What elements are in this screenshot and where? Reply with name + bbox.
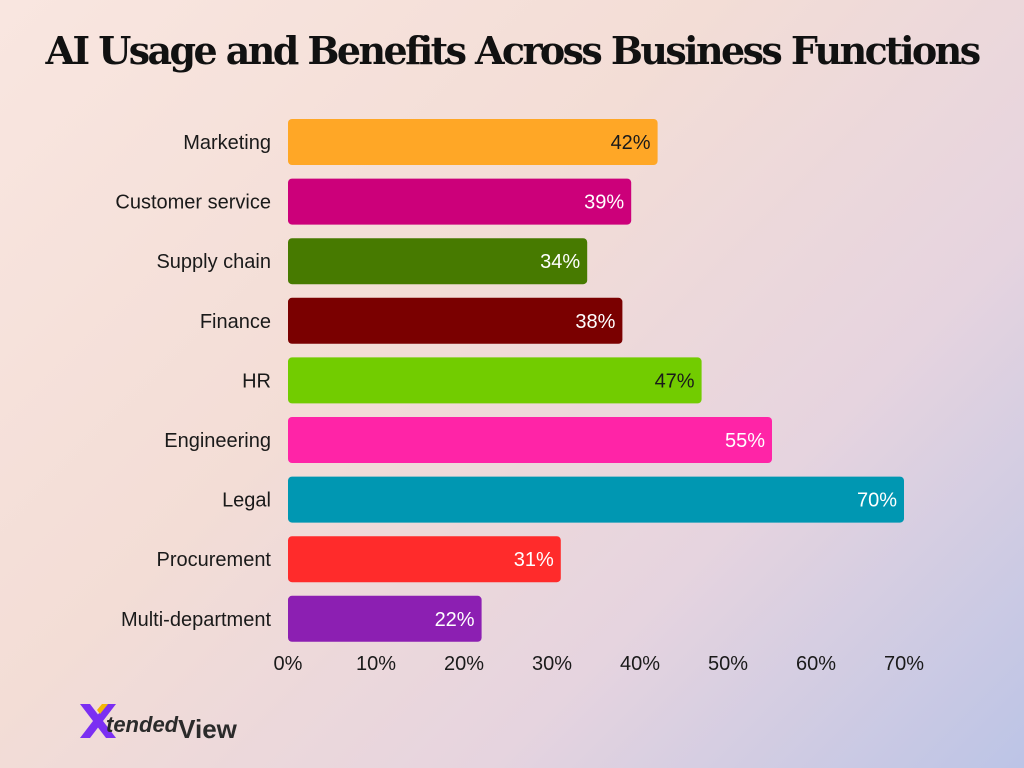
x-tick-label-60: 60%: [796, 653, 836, 675]
value-label-engineering: 55%: [725, 430, 765, 452]
value-label-finance: 38%: [575, 311, 615, 333]
value-label-legal: 70%: [857, 490, 897, 512]
bar-engineering: [288, 417, 772, 463]
value-label-multi-department: 22%: [435, 609, 475, 631]
logo-text-sub: View: [178, 714, 237, 744]
value-label-customer-service: 39%: [584, 192, 624, 214]
bar-procurement: [288, 536, 561, 583]
category-label-marketing: Marketing: [183, 132, 271, 154]
bar-supply-chain: [288, 238, 588, 285]
category-label-procurement: Procurement: [157, 549, 272, 571]
bar-finance: [288, 297, 623, 344]
category-label-engineering: Engineering: [164, 430, 271, 452]
bar-legal: [288, 476, 904, 523]
logo-x-icon: [80, 704, 116, 738]
x-axis-ticks: 0% 10% 20% 30% 40% 50% 60% 70%: [274, 653, 925, 675]
bar-hr: [288, 357, 702, 404]
brand-logo: tendedView: [78, 700, 278, 744]
category-label-hr: HR: [242, 370, 271, 392]
x-tick-label-30: 30%: [532, 653, 572, 675]
bar-multi-department: [288, 595, 482, 642]
x-tick-label-10: 10%: [356, 653, 396, 675]
x-tick-label-20: 20%: [444, 653, 484, 675]
category-label-legal: Legal: [222, 490, 271, 512]
category-label-customer-service: Customer service: [115, 192, 271, 214]
x-tick-label-70: 70%: [884, 653, 924, 675]
category-label-supply-chain: Supply chain: [156, 251, 271, 273]
bar-customer-service: [288, 178, 632, 225]
logo-text: tendedView: [106, 708, 237, 744]
bar-marketing: [288, 119, 658, 165]
x-tick-label-0: 0%: [274, 653, 303, 675]
x-tick-label-40: 40%: [620, 653, 660, 675]
value-label-supply-chain: 34%: [540, 251, 580, 273]
value-label-hr: 47%: [655, 370, 695, 392]
bars-group: Marketing 42% Customer service 39% Supply ch…: [115, 119, 904, 642]
chart-title: AI Usage and Benefits Across Business Fu…: [45, 28, 982, 73]
value-label-procurement: 31%: [514, 549, 554, 571]
category-label-multi-department: Multi-department: [121, 609, 272, 631]
logo-text-main: tended: [106, 712, 179, 737]
bar-chart: Marketing 42% Customer service 39% Supply ch…: [115, 119, 925, 675]
category-label-finance: Finance: [200, 311, 271, 333]
x-tick-label-50: 50%: [708, 653, 748, 675]
value-label-marketing: 42%: [611, 132, 651, 154]
